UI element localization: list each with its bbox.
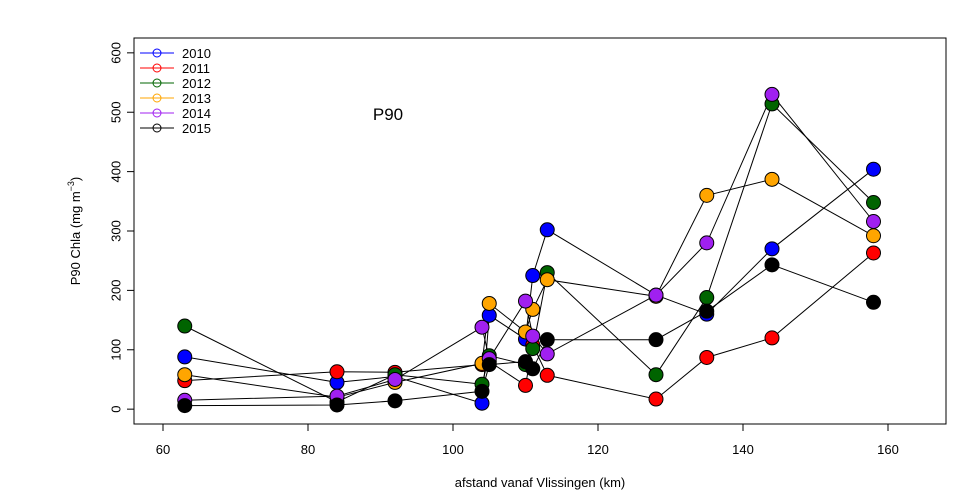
y-axis-title-close: ) — [68, 177, 83, 181]
legend-item-2013: 2013 — [140, 91, 211, 106]
data-point-2015 — [539, 332, 555, 348]
x-tick-label: 160 — [877, 442, 899, 457]
legend-label: 2014 — [182, 106, 211, 121]
legend-label: 2012 — [182, 76, 211, 91]
data-point-2010 — [525, 268, 541, 284]
x-tick-label: 100 — [442, 442, 464, 457]
data-point-2013 — [177, 367, 193, 383]
legend-marker — [152, 78, 162, 88]
legend-item-2011: 2011 — [140, 61, 210, 76]
y-axis-title-main: P90 Chla (mg m — [68, 191, 83, 285]
data-point-2014 — [474, 319, 490, 335]
data-point-2015 — [866, 294, 881, 310]
data-point-2015 — [525, 361, 541, 377]
data-point-2010 — [539, 222, 555, 238]
data-point-2014 — [648, 287, 664, 303]
y-tick-label: 400 — [109, 161, 124, 183]
series-line-2014 — [184, 93, 874, 401]
legend-label: 2010 — [182, 46, 211, 61]
data-point-2010 — [177, 349, 193, 365]
series-points — [177, 86, 881, 414]
data-point-2011 — [866, 245, 881, 261]
data-point-2010 — [764, 241, 780, 257]
y-tick-label: 600 — [109, 42, 124, 64]
x-tick-label: 140 — [732, 442, 754, 457]
data-point-2011 — [764, 330, 780, 346]
data-point-2014 — [525, 328, 541, 344]
legend-marker — [152, 123, 162, 133]
data-point-2014 — [764, 86, 780, 102]
y-tick-label: 500 — [109, 101, 124, 123]
x-tick-label: 120 — [587, 442, 609, 457]
y-tick-label: 0 — [109, 406, 124, 413]
y-axis-title-superscript: −3 — [66, 181, 76, 191]
data-point-2013 — [481, 295, 497, 311]
data-point-2015 — [387, 393, 403, 409]
data-point-2013 — [764, 171, 780, 187]
data-point-2013 — [699, 187, 715, 203]
data-point-2014 — [866, 213, 881, 229]
data-point-2010 — [866, 161, 881, 177]
data-point-2011 — [329, 364, 345, 380]
annotation-p90: P90 — [373, 105, 403, 124]
data-point-2014 — [699, 235, 715, 251]
y-axis: 0 100 200 300 400 500 600 — [109, 42, 135, 413]
data-point-2015 — [764, 257, 780, 273]
legend-item-2015: 2015 — [140, 121, 211, 136]
x-axis: 60 80 100 120 140 160 — [156, 423, 899, 457]
legend-marker — [152, 108, 162, 118]
x-tick-label: 60 — [156, 442, 170, 457]
data-point-2015 — [481, 357, 497, 373]
data-point-2011 — [539, 367, 555, 383]
legend-marker — [152, 63, 162, 73]
legend-item-2014: 2014 — [140, 106, 211, 121]
data-point-2011 — [518, 377, 533, 393]
y-tick-label: 300 — [109, 220, 124, 242]
data-point-2015 — [648, 332, 664, 348]
legend-label: 2015 — [182, 121, 211, 136]
data-point-2012 — [177, 318, 193, 334]
legend-marker — [152, 93, 162, 103]
data-point-2014 — [387, 371, 403, 387]
x-axis-title: afstand vanaf Vlissingen (km) — [455, 475, 626, 490]
y-tick-label: 100 — [109, 339, 124, 361]
data-point-2014 — [518, 293, 533, 309]
legend-item-2010: 2010 — [140, 46, 211, 61]
y-tick-label: 200 — [109, 280, 124, 302]
y-axis-title: P90 Chla (mg m−3) — [66, 177, 83, 286]
data-point-2013 — [539, 272, 555, 288]
data-point-2012 — [648, 367, 664, 383]
data-point-2015 — [699, 303, 715, 319]
data-point-2015 — [329, 397, 345, 413]
x-tick-label: 80 — [301, 442, 315, 457]
data-point-2015 — [474, 383, 490, 399]
legend-item-2012: 2012 — [140, 76, 211, 91]
data-point-2012 — [866, 194, 881, 210]
data-point-2011 — [648, 391, 664, 407]
legend-label: 2011 — [182, 61, 210, 76]
legend-label: 2013 — [182, 91, 211, 106]
data-point-2012 — [525, 341, 541, 357]
data-point-2012 — [699, 290, 715, 306]
legend-marker — [152, 48, 162, 58]
data-point-2014 — [539, 346, 555, 362]
data-point-2011 — [699, 349, 715, 365]
data-point-2013 — [866, 228, 881, 244]
data-point-2015 — [177, 398, 193, 414]
